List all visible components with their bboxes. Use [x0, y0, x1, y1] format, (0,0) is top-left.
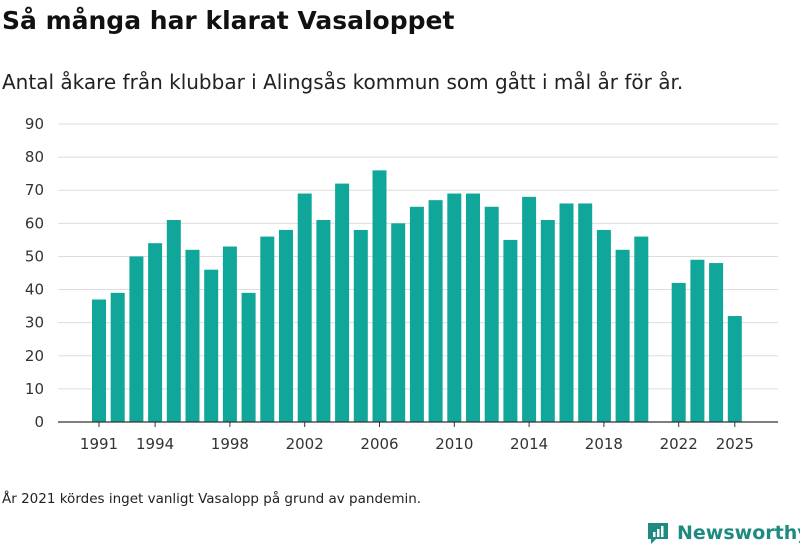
- x-tick-label: 2022: [660, 435, 698, 453]
- bar: [353, 229, 368, 422]
- x-tick-label: 2018: [585, 435, 623, 453]
- bar: [335, 183, 350, 422]
- brand-logo: Newsworthy: [645, 520, 800, 546]
- bar: [615, 249, 630, 422]
- y-tick-label: 90: [25, 115, 44, 133]
- bar: [260, 236, 275, 422]
- bar: [428, 200, 443, 422]
- bar: [578, 203, 593, 422]
- x-tick-label: 2006: [360, 435, 398, 453]
- y-tick-label: 50: [25, 247, 44, 265]
- axes: 0 10 20 30 40 50 60 70 80 90 1991 1994 1998 2002 2006 2…: [25, 115, 778, 453]
- chart-subtitle: Antal åkare från klubbar i Alingsås komm…: [2, 70, 684, 94]
- bar: [522, 196, 537, 422]
- bar: [204, 269, 219, 422]
- bar: [297, 193, 312, 422]
- bar: [148, 243, 163, 422]
- bar: [166, 220, 181, 422]
- bar: [409, 206, 424, 422]
- bar: [92, 299, 106, 422]
- x-tick-label: 1991: [80, 435, 118, 453]
- y-tick-label: 20: [25, 347, 44, 365]
- y-tick-label: 70: [25, 181, 44, 199]
- y-tick-label: 30: [25, 314, 44, 332]
- bar: [279, 229, 293, 422]
- bar: [484, 206, 499, 422]
- bar: [503, 239, 518, 422]
- x-tick-label: 2014: [510, 435, 548, 453]
- chart-title: Så många har klarat Vasaloppet: [2, 6, 455, 35]
- brand-name: Newsworthy: [677, 522, 800, 544]
- x-tick-label: 1994: [136, 435, 174, 453]
- bar: [241, 292, 256, 422]
- bar: [391, 223, 406, 422]
- bar: [690, 259, 705, 422]
- bar: [466, 193, 480, 422]
- bar: [634, 236, 649, 422]
- y-tick-label: 0: [34, 413, 44, 431]
- x-tick-label: 1998: [211, 435, 249, 453]
- bars: [92, 170, 742, 422]
- y-tick-label: 80: [25, 148, 44, 166]
- x-tick-label: 2002: [286, 435, 324, 453]
- y-tick-label: 60: [25, 214, 44, 232]
- bar: [372, 170, 387, 422]
- footnote: År 2021 kördes inget vanligt Vasalopp på…: [2, 491, 422, 507]
- bar: [671, 282, 686, 422]
- bar: [129, 256, 144, 422]
- bar: [222, 246, 237, 422]
- x-tick-label: 2010: [435, 435, 473, 453]
- bar: [185, 249, 200, 422]
- bar: [447, 193, 462, 422]
- bar: [709, 263, 724, 422]
- bar: [559, 203, 574, 422]
- bar: [316, 220, 331, 422]
- newsworthy-logo-icon: [648, 523, 668, 544]
- y-tick-label: 40: [25, 281, 44, 299]
- y-tick-label: 10: [25, 380, 44, 398]
- bar: [727, 316, 742, 422]
- x-tick-label: 2025: [716, 435, 754, 453]
- bar: [540, 220, 555, 422]
- bar: [110, 292, 125, 422]
- bar: [596, 229, 611, 422]
